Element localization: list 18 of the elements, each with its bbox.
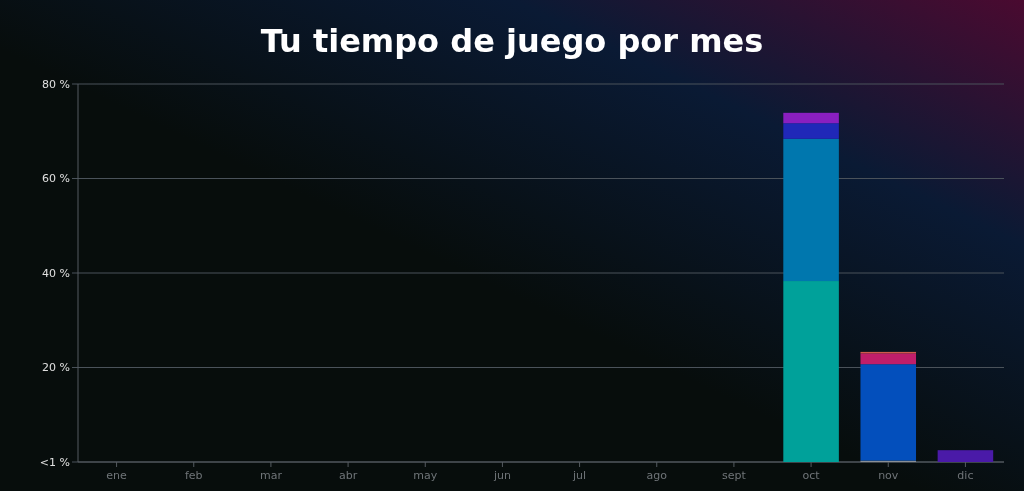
x-tick-label: may	[413, 469, 438, 482]
y-tick-label: 60 %	[42, 172, 70, 186]
x-tick-label: sept	[722, 469, 747, 482]
x-tick-label: ago	[646, 469, 668, 482]
x-tick-label: jul	[572, 469, 587, 482]
x-tick-label: dic	[957, 469, 974, 482]
x-tick-label: mar	[259, 469, 283, 482]
x-tick-label: feb	[184, 469, 203, 482]
y-tick-label: <1 %	[39, 455, 70, 469]
x-tick-label: oct	[802, 469, 821, 482]
x-tick-label: jun	[492, 469, 511, 482]
x-tick-label: nov	[878, 469, 899, 482]
chart-title: Tu tiempo de juego por mes	[260, 22, 764, 60]
y-tick-label: 20 %	[42, 361, 70, 375]
y-tick-label: 40 %	[42, 266, 70, 280]
x-tick-label: ene	[106, 469, 128, 482]
y-tick-label: 80 %	[42, 77, 70, 91]
x-tick-label: abr	[338, 469, 358, 482]
